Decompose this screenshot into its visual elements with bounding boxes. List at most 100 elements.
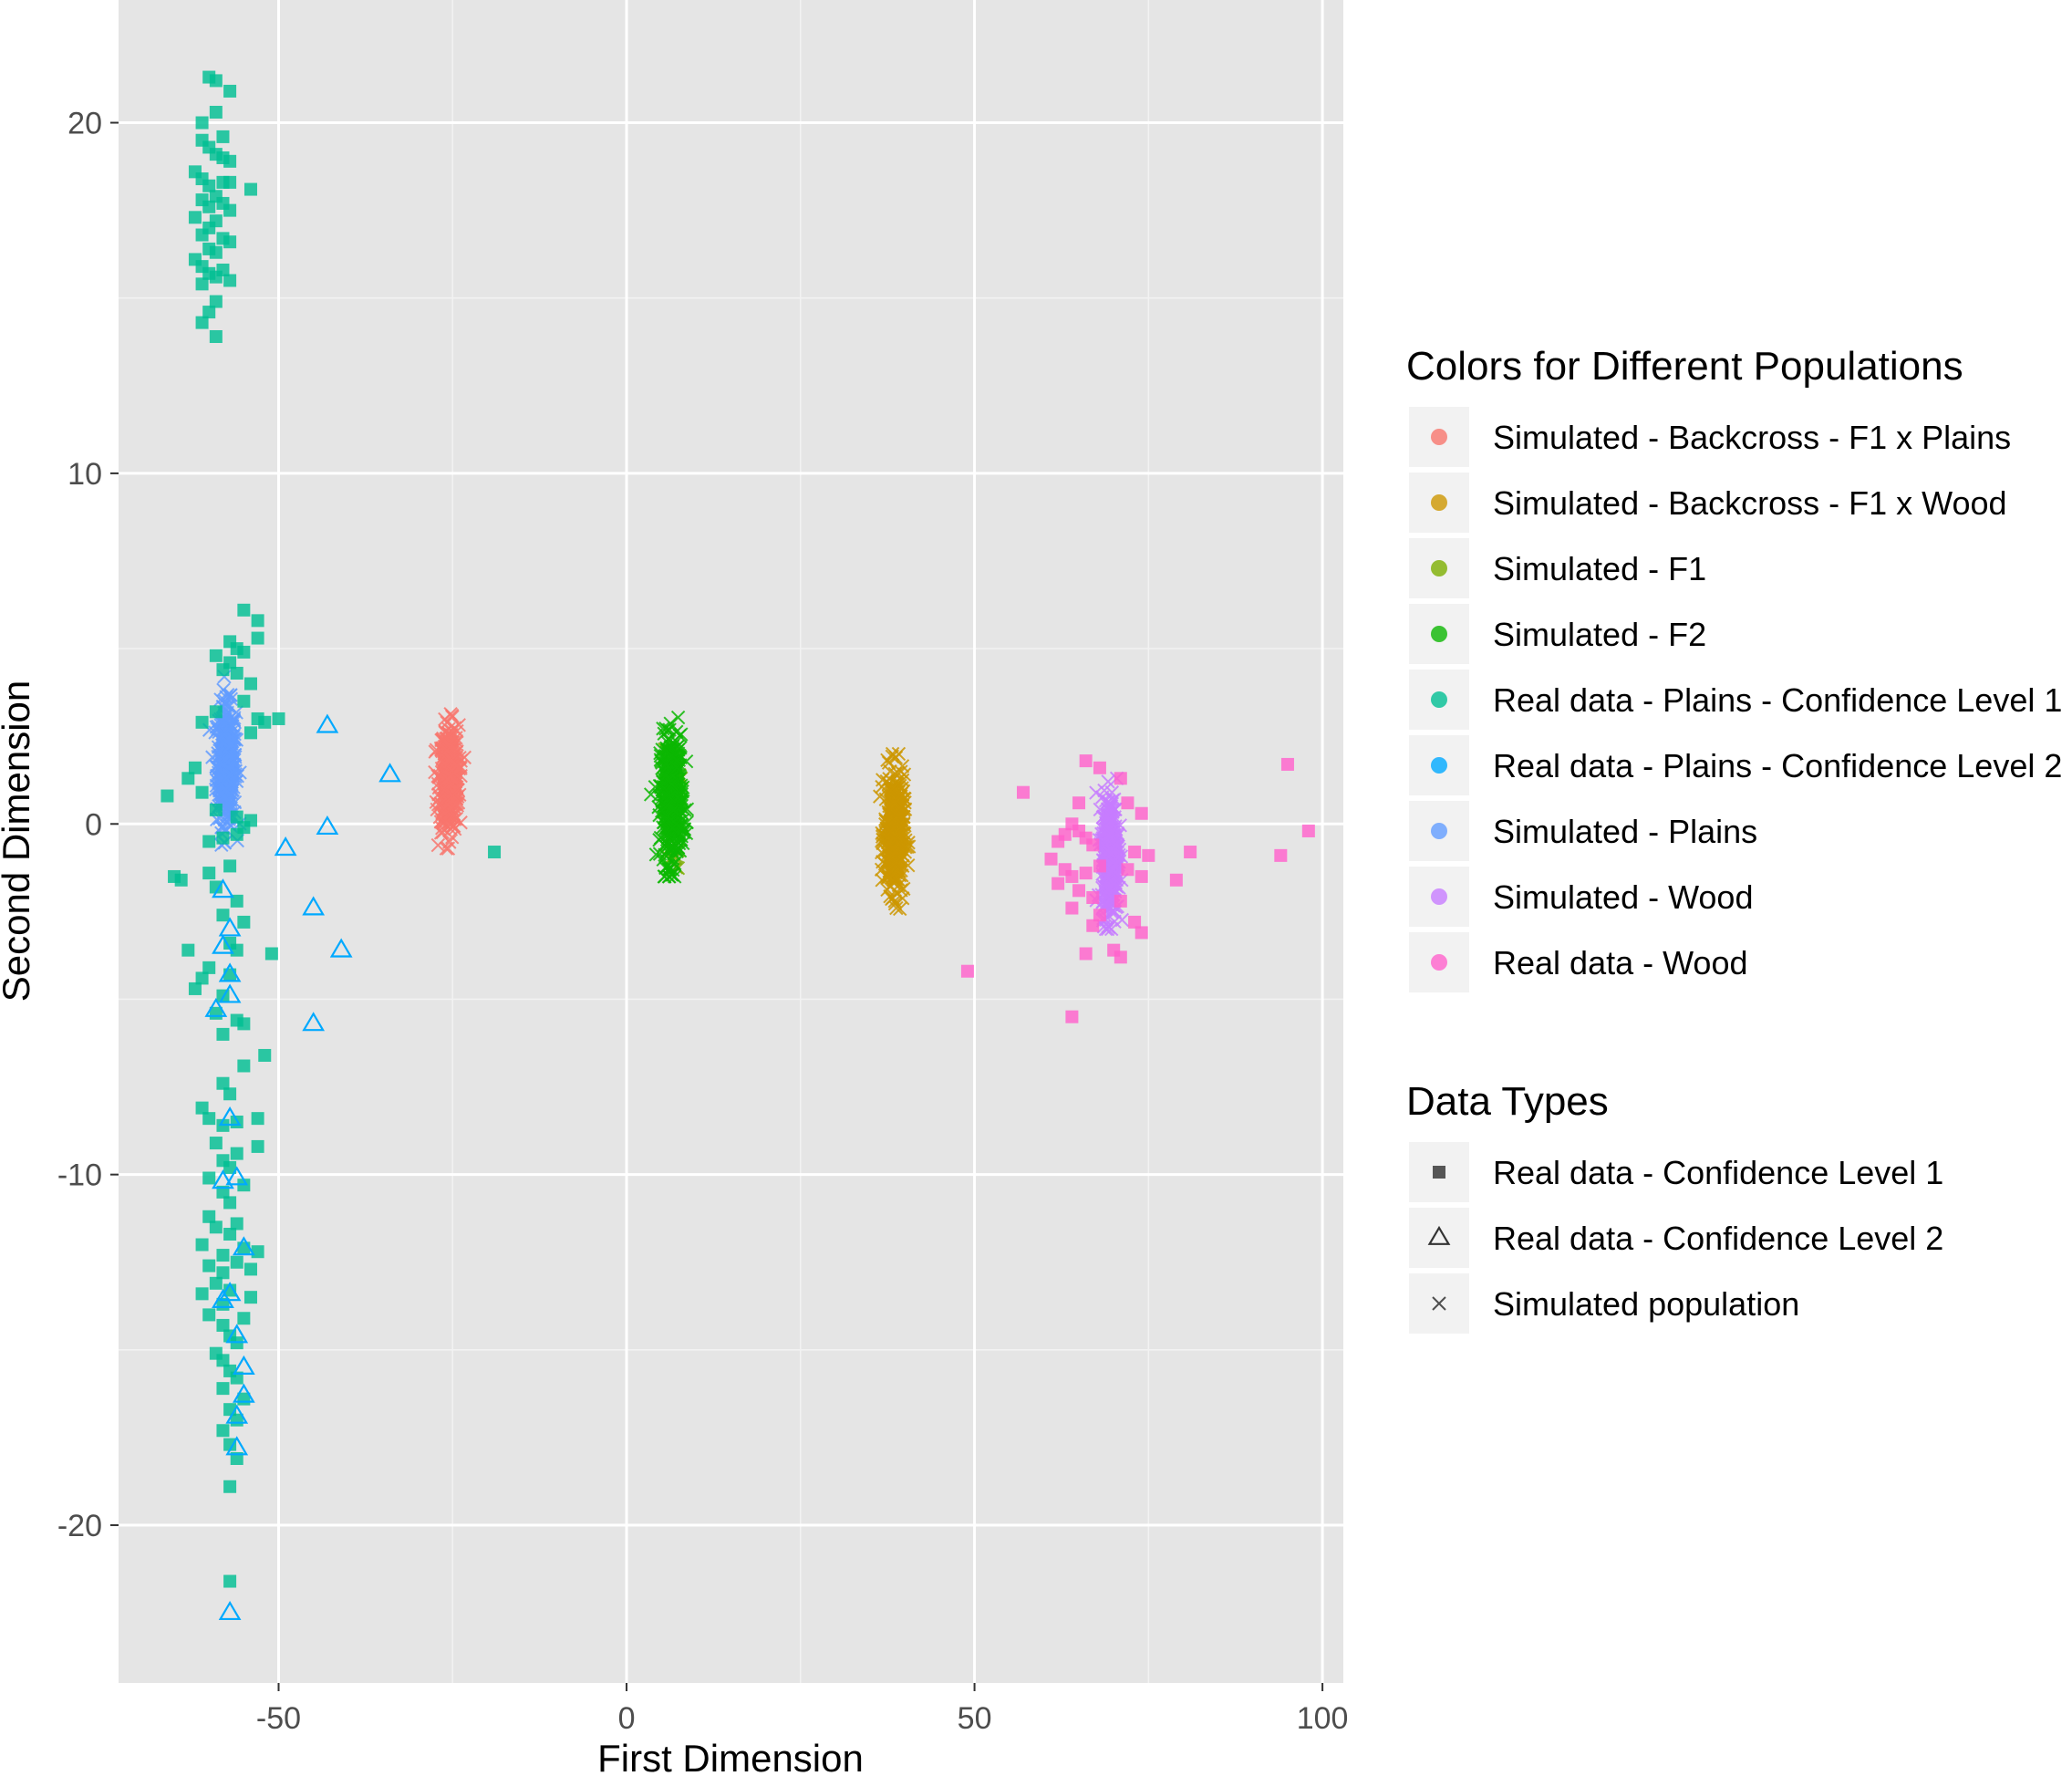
data-point [209, 1220, 223, 1234]
legend-label: Simulated population [1493, 1285, 1799, 1323]
data-point [1065, 901, 1079, 915]
legend-key-triangle-icon [1427, 1225, 1451, 1245]
data-point [216, 1382, 230, 1396]
data-point [212, 1169, 234, 1189]
data-point [212, 878, 234, 898]
data-point [440, 841, 456, 856]
data-point [216, 1185, 230, 1199]
color-legend-item: Real data - Plains - Confidence Level 1 [1409, 670, 2062, 730]
data-point [440, 743, 454, 758]
data-point [264, 947, 278, 961]
shape-legend-item: Real data - Confidence Level 2 [1409, 1208, 1943, 1268]
data-point [230, 827, 243, 841]
data-point [216, 130, 230, 143]
data-point [218, 983, 242, 1003]
data-point [659, 798, 674, 814]
data-point [316, 713, 339, 733]
legend-label: Real data - Wood [1493, 944, 1748, 981]
data-point [670, 710, 686, 725]
data-point [438, 783, 452, 797]
data-point [488, 846, 502, 859]
legend-label: Real data - Plains - Confidence Level 2 [1493, 747, 2062, 784]
data-point [432, 810, 447, 825]
data-point [230, 810, 243, 824]
data-point [1169, 873, 1183, 887]
data-point [1072, 796, 1086, 810]
data-point [1086, 919, 1100, 932]
data-point [274, 836, 297, 857]
data-point [1052, 835, 1065, 848]
series-simulated-backcross-f1-x-plains [428, 707, 472, 856]
data-point [1093, 859, 1106, 873]
data-point [1079, 947, 1093, 961]
legend-label: Simulated - Plains [1493, 813, 1757, 850]
data-point [451, 789, 465, 804]
data-point [209, 649, 223, 662]
series-simulated-f2 [643, 710, 695, 884]
legend-key-dot [1431, 494, 1447, 511]
data-point [216, 663, 230, 677]
data-point [960, 964, 974, 978]
data-point [209, 880, 223, 894]
y-tick-label: 10 [67, 457, 102, 492]
data-point [1121, 796, 1134, 810]
data-point [209, 803, 223, 816]
shape-legend: Real data - Confidence Level 1 Real data … [1409, 1142, 1943, 1334]
data-point [1128, 915, 1142, 929]
legend-label: Simulated - F1 [1493, 550, 1706, 587]
data-point [223, 1438, 237, 1451]
data-point [204, 997, 228, 1017]
data-point [884, 824, 898, 838]
data-point [251, 1139, 264, 1153]
data-point [202, 835, 216, 848]
data-point [195, 1287, 209, 1301]
data-point [875, 773, 890, 787]
data-point [1101, 812, 1116, 826]
data-point [219, 782, 233, 796]
data-point [1107, 914, 1122, 930]
data-point [880, 867, 895, 882]
data-point [1079, 754, 1093, 768]
data-point [1065, 869, 1079, 883]
data-point [888, 750, 904, 765]
legend-label: Simulated - Backcross - F1 x Plains [1493, 419, 2011, 456]
data-point [225, 1436, 249, 1456]
data-point [1134, 926, 1148, 940]
data-point [174, 873, 188, 887]
data-point [1086, 891, 1100, 904]
data-point [329, 938, 353, 958]
data-point [232, 1355, 255, 1375]
data-point [223, 1283, 237, 1297]
data-point [1301, 824, 1315, 837]
data-point [1079, 867, 1093, 880]
color-legend: Simulated - Backcross - F1 x Plains Simul… [1409, 407, 2062, 992]
legend-label: Real data - Confidence Level 2 [1493, 1220, 1943, 1257]
data-point [258, 1048, 272, 1062]
data-point [656, 815, 671, 830]
data-point [209, 106, 223, 119]
data-point [891, 829, 906, 845]
data-point [450, 758, 464, 773]
data-point [230, 1255, 243, 1269]
data-point [662, 789, 677, 805]
data-point [1114, 894, 1127, 908]
data-point [665, 821, 680, 836]
data-point [436, 731, 451, 746]
data-point [669, 785, 684, 800]
data-point [202, 179, 216, 192]
data-point [195, 316, 209, 329]
data-point [678, 803, 692, 817]
data-point [1102, 828, 1116, 844]
data-point [661, 732, 676, 747]
data-point [218, 1106, 242, 1127]
data-point [181, 772, 195, 785]
data-point [1097, 783, 1112, 798]
panel-background [119, 0, 1343, 1683]
y-axis-tick-labels: -20 -10 0 10 20 [57, 107, 102, 1544]
data-point [230, 1147, 243, 1160]
data-point [209, 1276, 223, 1290]
data-point [202, 1210, 216, 1223]
data-point [243, 677, 257, 691]
data-point [223, 1574, 237, 1588]
data-point [643, 787, 658, 802]
